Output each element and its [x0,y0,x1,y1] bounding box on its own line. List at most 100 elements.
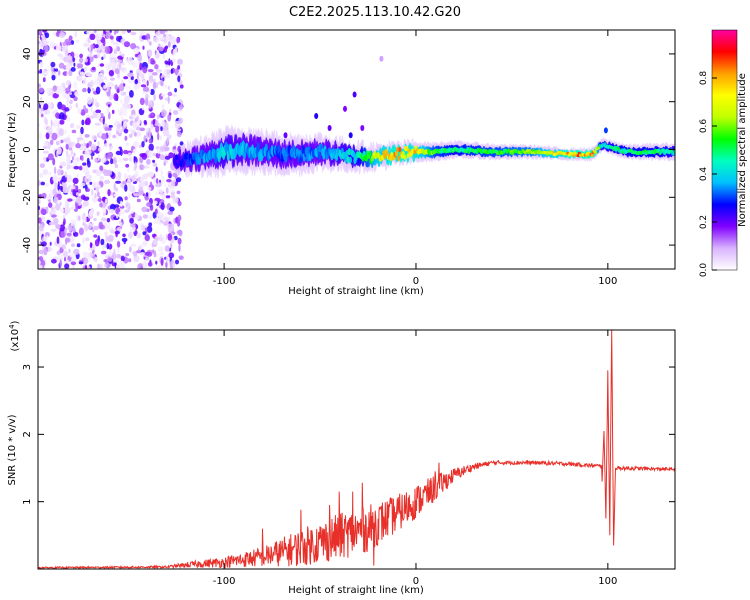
noise-blob [39,163,45,169]
ridge-cell [173,160,177,166]
noise-blob [95,44,99,49]
noise-blob [174,88,178,93]
noise-blob [78,57,84,64]
noise-blob [139,164,145,171]
noise-blob [73,81,78,89]
y-tick-label: -40 [22,237,33,253]
noise-blob [119,221,123,227]
noise-blob [55,203,61,211]
noise-blob [145,257,148,261]
noise-blob [65,157,71,163]
noise-blob [50,119,53,127]
noise-blob [114,133,119,139]
noise-blob [104,46,111,54]
noise-blob [84,58,88,63]
noise-blob [91,189,94,196]
noise-blob [86,143,89,149]
noise-blob [63,251,69,258]
noise-blob [104,198,108,204]
noise-blob [106,169,113,177]
noise-blob [158,43,161,48]
noise-blob [41,30,48,33]
noise-blob [99,165,104,171]
noise-blob [47,171,53,176]
noise-blob [38,217,42,224]
noise-blob [121,237,128,242]
noise-blob [152,159,156,163]
spectrogram-image [38,30,675,269]
noise-blob [60,230,66,238]
noise-blob [118,112,123,116]
noise-blob [88,46,91,52]
noise-blob [136,178,139,182]
noise-blob [148,104,152,109]
spectrogram-panel: -100 0 100 -40 -20 0 20 40 Height of straight … [7,29,676,297]
noise-blob [75,192,80,196]
noise-blob [169,108,172,113]
noise-blob [140,222,143,231]
ridge-cell [346,156,350,164]
noise-blob [128,133,133,138]
noise-blob [52,122,59,128]
noise-blob [80,145,87,150]
ridge-cell [594,151,598,155]
noise-blob [42,236,47,243]
noise-blob [92,181,97,189]
noise-blob [76,243,81,248]
noise-blob [106,225,111,230]
noise-blob [119,83,124,91]
noise-blob [132,250,137,255]
colorbar-label: Normalized spectral amplitude [737,73,748,227]
snr-series-line [38,330,675,569]
noise-blob [92,195,98,203]
spectral-feature [327,125,332,131]
noise-blob [104,263,107,268]
noise-blob [167,41,171,48]
noise-blob [129,156,133,162]
spectral-feature [379,55,384,62]
noise-blob [166,137,169,144]
noise-blob [110,229,115,234]
noise-blob [126,178,132,187]
noise-blob [44,71,48,76]
noise-blob [111,109,115,114]
figure-title: C2E2.2025.113.10.42.G20 [289,5,461,20]
noise-blob [165,64,170,68]
noise-blob [148,74,154,82]
snr-x-axis: -100 0 100 [213,330,617,587]
noise-blob [100,157,107,164]
x-tick-label: 0 [413,576,419,587]
noise-blob [58,70,61,76]
noise-blob [113,248,116,257]
noise-blob [84,134,90,138]
snr-panel: -100 0 100 1 2 3 Height of straight line (km… [7,320,676,596]
noise-blob [137,54,143,62]
noise-blob [43,247,48,256]
ridge-cell [396,146,400,153]
noise-blob [89,241,92,249]
noise-blob [82,251,88,258]
noise-blob [84,176,88,183]
noise-blob [75,39,80,44]
noise-blob [122,91,127,96]
noise-blob [172,146,177,150]
noise-blob [161,93,166,97]
noise-blob [142,45,145,50]
noise-blob [129,90,134,98]
noise-blob [68,35,73,41]
noise-blob [85,36,92,44]
noise-blob [100,250,107,255]
noise-blob [77,137,84,141]
noise-blob [110,38,115,44]
noise-blob [119,99,123,104]
noise-blob [178,104,184,110]
noise-blob [147,171,154,178]
noise-blob [127,72,134,78]
noise-blob [108,104,111,108]
noise-blob [154,191,159,196]
noise-blob [47,87,52,95]
noise-blob [167,91,173,97]
noise-blob [52,157,56,166]
y-tick-label: -20 [22,189,33,205]
